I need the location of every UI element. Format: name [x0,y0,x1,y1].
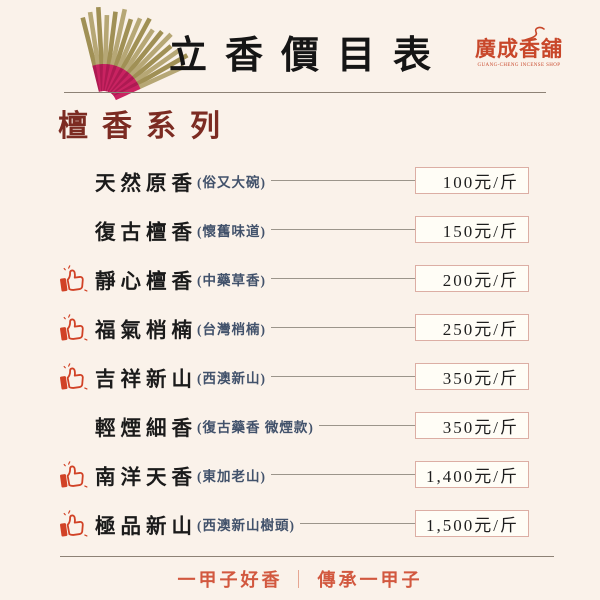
product-name: 復古檀香 [95,221,197,244]
connector-line [271,376,415,377]
price-badge: 250元/斤 [415,314,529,341]
smoke-swirl-icon [524,26,545,41]
price-badge: 100元/斤 [415,167,529,194]
product-name: 天然原香 [95,172,197,195]
thumbs-up-icon [57,458,95,492]
footer-tagline-left: 一甲子好香 [177,570,283,590]
thumbs-up-icon [57,360,95,394]
connector-line [271,474,415,475]
thumbs-up-icon [57,262,95,296]
price-badge: 1,400元/斤 [415,461,529,488]
product-row: 輕煙細香 (復古藥香 微煙款) 350元/斤 [57,401,529,450]
section-title: 檀香系列 [58,110,234,143]
footer-divider [60,556,554,557]
product-name: 極品新山 [95,515,197,538]
header: 立香價目表 廣成香舖 GUANG-CHENG INCENSE SHOP [0,0,600,101]
price-badge: 150元/斤 [415,216,529,243]
incense-fan-icon [66,0,198,111]
connector-line [271,278,415,279]
shop-logo-subtext: GUANG-CHENG INCENSE SHOP [477,63,561,69]
product-row: 南洋天香 (東加老山) 1,400元/斤 [57,450,529,499]
connector-line [318,425,415,426]
shop-logo-name: 廣成香舖 [475,37,563,61]
product-row: 天然原香 (俗又大碗) 100元/斤 [57,156,529,205]
product-row: 靜心檀香 (中藥草香) 200元/斤 [57,254,529,303]
footer-separator: ｜ [289,570,311,590]
product-row: 吉祥新山 (西澳新山) 350元/斤 [57,352,529,401]
price-badge: 350元/斤 [415,412,529,439]
product-row: 福氣梢楠 (台灣梢楠) 250元/斤 [57,303,529,352]
footer-tagline-right: 傳承一甲子 [317,570,423,590]
product-note: (東加老山) [197,468,266,484]
shop-logo: 廣成香舖 GUANG-CHENG INCENSE SHOP [464,26,574,69]
price-badge: 1,500元/斤 [415,510,529,537]
product-note: (台灣梢楠) [197,321,266,337]
product-note: (西澳新山樹頭) [197,517,295,533]
price-badge: 350元/斤 [415,363,529,390]
product-name: 南洋天香 [95,466,197,489]
product-name: 輕煙細香 [95,417,197,440]
product-note: (俗又大碗) [197,174,266,190]
product-row: 復古檀香 (懷舊味道) 150元/斤 [57,205,529,254]
footer-tagline: 一甲子好香 ｜ 傳承一甲子 [0,566,600,592]
product-row: 極品新山 (西澳新山樹頭) 1,500元/斤 [57,499,529,548]
connector-line [271,180,415,181]
page-title: 立香價目表 [168,35,449,77]
product-note: (中藥草香) [197,272,266,288]
product-note: (復古藥香 微煙款) [197,419,314,435]
product-note: (西澳新山) [197,370,266,386]
header-divider [64,92,546,93]
product-name: 吉祥新山 [95,368,197,391]
product-name: 靜心檀香 [95,270,197,293]
product-note: (懷舊味道) [197,223,266,239]
price-badge: 200元/斤 [415,265,529,292]
product-list: 天然原香 (俗又大碗) 100元/斤 復古檀香 (懷舊味道) 150元/斤 靜心… [57,156,529,548]
connector-line [271,229,415,230]
thumbs-up-icon [57,507,95,541]
thumbs-up-icon [57,311,95,345]
product-name: 福氣梢楠 [95,319,197,342]
connector-line [271,327,415,328]
connector-line [300,523,415,524]
